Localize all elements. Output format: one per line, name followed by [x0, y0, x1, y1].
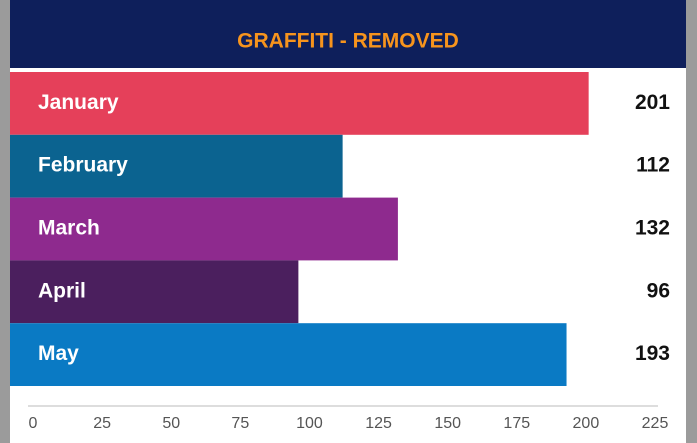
value-label: 112: [636, 154, 670, 177]
category-label: February: [38, 154, 128, 177]
bar: [10, 72, 589, 135]
x-tick-label: 75: [231, 415, 249, 432]
bar: [10, 197, 398, 261]
bar: [10, 134, 343, 198]
header: [10, 0, 686, 68]
chart-title: GRAFFITI - REMOVED: [237, 30, 459, 53]
bar: [10, 323, 567, 386]
x-tick-label: 0: [29, 415, 38, 432]
category-label: January: [38, 91, 119, 114]
value-label: 201: [635, 91, 670, 114]
value-label: 96: [647, 279, 670, 302]
value-label: 193: [635, 342, 670, 365]
x-tick-label: 200: [573, 415, 600, 432]
x-tick-label: 25: [93, 415, 111, 432]
value-label: 132: [635, 217, 670, 240]
x-tick-label: 175: [503, 415, 530, 432]
x-tick-label: 225: [642, 415, 669, 432]
category-label: May: [38, 342, 79, 365]
category-label: March: [38, 217, 100, 240]
x-tick-label: 150: [434, 415, 461, 432]
x-tick-label: 50: [162, 415, 180, 432]
category-label: April: [38, 279, 86, 302]
x-tick-label: 125: [365, 415, 392, 432]
x-tick-label: 100: [296, 415, 323, 432]
bar: [10, 260, 299, 324]
